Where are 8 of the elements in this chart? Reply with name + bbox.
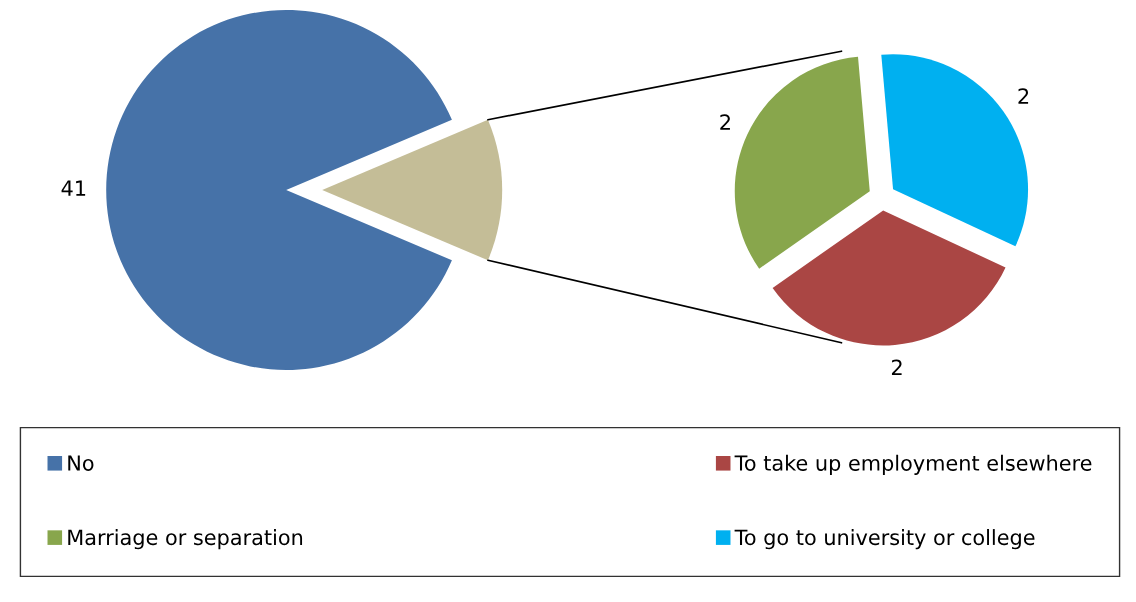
legend-label: No (68, 455, 94, 471)
data-label: 2 (720, 114, 730, 130)
data-label: 41 (61, 180, 86, 196)
legend-label: Marriage or separation (68, 529, 303, 550)
data-label: 2 (891, 359, 902, 375)
data-label: 2 (1018, 88, 1029, 104)
legend-label: To take up employment elsewhere (734, 454, 1092, 475)
legend-label: To go to university or college (734, 529, 1035, 550)
